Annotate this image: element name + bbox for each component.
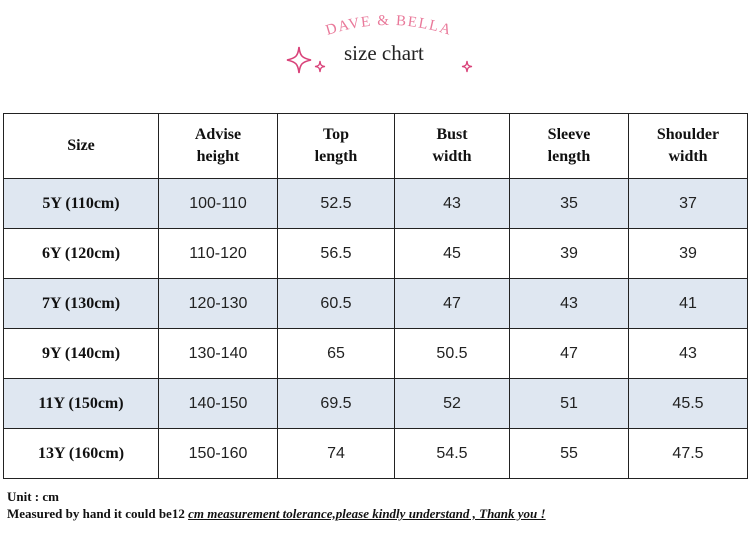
cell-advise-height: 110-120 [158,228,278,279]
chart-subtitle: size chart [344,41,424,65]
header-size: Size [3,113,159,179]
cell-bust-width: 45 [394,228,510,279]
header-bust-width: Bust width [394,113,510,179]
size-table-wrap: Size Advise height Top length Bust width Sl… [3,113,748,479]
cell-shoulder-width: 39 [628,228,748,279]
table-header-row: Size Advise height Top length Bust width Sl… [3,113,748,179]
cell-advise-height: 100-110 [158,178,278,229]
unit-note: Unit : cm [7,489,59,504]
brand-logo-svg: DAVE & BELLA [324,13,454,39]
cell-top-length: 56.5 [277,228,395,279]
brand-logo: DAVE & BELLA [308,8,468,48]
sparkle-right-icon [461,60,473,73]
brand-name: DAVE & BELLA [324,13,454,39]
cell-shoulder-width: 45.5 [628,378,748,429]
cell-bust-width: 54.5 [394,428,510,479]
cell-top-length: 60.5 [277,278,395,329]
cell-advise-height: 130-140 [158,328,278,379]
cell-size: 9Y (140cm) [3,328,159,379]
cell-bust-width: 43 [394,178,510,229]
cell-size: 5Y (110cm) [3,178,159,229]
table-row: 6Y (120cm) 110-120 56.5 45 39 39 [3,228,748,279]
cell-shoulder-width: 37 [628,178,748,229]
cell-sleeve-length: 55 [509,428,629,479]
header-advise-height: Advise height [158,113,278,179]
cell-sleeve-length: 47 [509,328,629,379]
size-table: Size Advise height Top length Bust width Sl… [3,113,748,479]
cell-shoulder-width: 47.5 [628,428,748,479]
cell-bust-width: 52 [394,378,510,429]
cell-size: 13Y (160cm) [3,428,159,479]
cell-advise-height: 140-150 [158,378,278,429]
table-row: 9Y (140cm) 130-140 65 50.5 47 43 [3,328,748,379]
table-row: 11Y (150cm) 140-150 69.5 52 51 45.5 [3,378,748,429]
cell-top-length: 74 [277,428,395,479]
cell-top-length: 69.5 [277,378,395,429]
cell-shoulder-width: 43 [628,328,748,379]
cell-sleeve-length: 39 [509,228,629,279]
sparkle-large-icon [286,46,312,74]
cell-sleeve-length: 43 [509,278,629,329]
cell-top-length: 65 [277,328,395,379]
notes: Unit : cm Measured by hand it could be12… [7,488,546,522]
header-sleeve-length: Sleeve length [509,113,629,179]
tolerance-prefix: Measured by hand it could be1 [7,506,179,521]
tolerance-emphasis: cm measurement tolerance,please kindly u… [188,506,546,521]
table-row: 13Y (160cm) 150-160 74 54.5 55 47.5 [3,428,748,479]
header-top-length: Top length [277,113,395,179]
cell-bust-width: 50.5 [394,328,510,379]
cell-size: 7Y (130cm) [3,278,159,329]
cell-advise-height: 150-160 [158,428,278,479]
sparkle-small-icon [314,60,326,73]
cell-top-length: 52.5 [277,178,395,229]
cell-advise-height: 120-130 [158,278,278,329]
tolerance-number: 2 [178,506,189,521]
header-shoulder-width: Shoulder width [628,113,748,179]
cell-shoulder-width: 41 [628,278,748,329]
table-row: 7Y (130cm) 120-130 60.5 47 43 41 [3,278,748,329]
cell-sleeve-length: 35 [509,178,629,229]
tolerance-note: Measured by hand it could be12 cm measur… [7,505,546,522]
cell-size: 6Y (120cm) [3,228,159,279]
cell-sleeve-length: 51 [509,378,629,429]
cell-size: 11Y (150cm) [3,378,159,429]
table-row: 5Y (110cm) 100-110 52.5 43 35 37 [3,178,748,229]
cell-bust-width: 47 [394,278,510,329]
